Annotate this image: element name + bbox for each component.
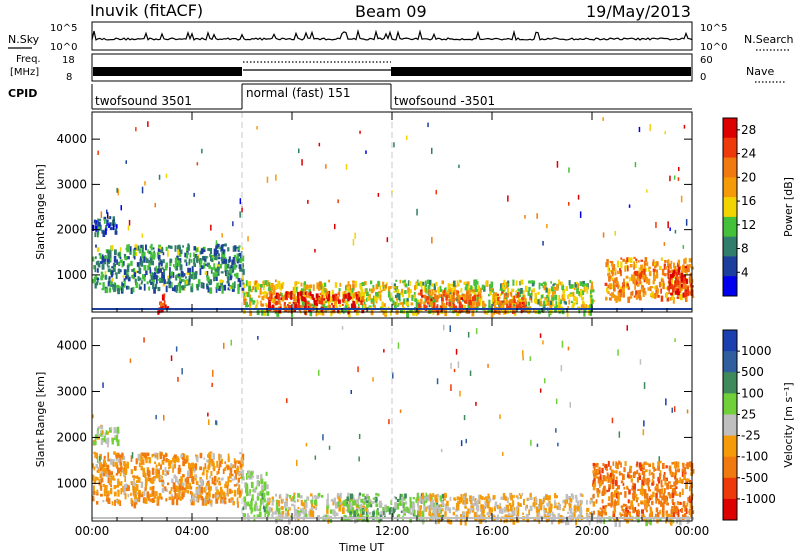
power-colorbar-frame (722, 117, 738, 297)
nsky-tick-top: 10^5 (50, 23, 77, 34)
nsky-trace (91, 28, 693, 42)
xtick-label-4: 16:00 (475, 524, 510, 538)
velocity-region-0 (92, 424, 120, 448)
velocity-colorbar-cell-0 (723, 330, 737, 352)
power-region-1 (92, 243, 245, 295)
nsky-strip-frame (91, 21, 693, 51)
cpid-label: CPID (8, 87, 37, 100)
freq-tick-bottom: 8 (66, 72, 72, 83)
station-title: Inuvik (fitACF) (90, 1, 203, 20)
power-colorbar-cell-3 (723, 177, 737, 198)
velocity-panel: 1000 2000 3000 4000 00:00 04:00 08:00 12:00 16:0… (34, 317, 710, 538)
cpid-segment-1: twofsound 3501 (95, 94, 192, 108)
xtick-label-6: 00:00 (675, 524, 710, 538)
date-title: 19/May/2013 (586, 2, 691, 21)
nsearch-label: N.Search (744, 33, 794, 46)
power-cbtick-label-3: 16 (741, 194, 756, 208)
power-ytick-label-1: 2000 (56, 223, 87, 237)
power-cbtick-label-0: 4 (741, 265, 749, 279)
power-colorbar-cell-5 (723, 216, 737, 238)
velocity-region-1 (92, 451, 245, 509)
velocity-colorbar-cell-1 (723, 351, 737, 373)
velocity-speckles (92, 324, 689, 466)
freq-tick-top: 18 (62, 55, 75, 66)
freq-trace-seg3 (391, 67, 691, 76)
power-colorbar-cell-2 (723, 157, 737, 178)
power-colorbar-cell-6 (723, 236, 737, 257)
velocity-cbtick-label-1: 500 (741, 365, 764, 379)
nave-label: Nave (746, 65, 774, 78)
power-cbtick-label-6: 28 (741, 123, 756, 137)
velocity-cbtick-label-2: 100 (741, 386, 764, 400)
freq-strip-frame (91, 53, 693, 82)
freq-trace-seg1 (93, 67, 242, 76)
velocity-cbtick-label-7: -1000 (741, 492, 776, 506)
velocity-ytick-label-1: 2000 (56, 430, 87, 444)
velocity-ylabel: Slant Range [km] (34, 372, 47, 468)
power-cbtick-label-1: 8 (741, 242, 749, 256)
power-colorbar-cell-4 (723, 197, 737, 218)
velocity-colorbar-label: Velocity [m s⁻¹] (782, 382, 795, 467)
velocity-cbtick-label-6: -500 (741, 471, 768, 485)
power-colorbar: 4 8 12 16 20 24 28 Power [dB] (722, 117, 795, 297)
power-speckles (96, 117, 688, 253)
velocity-colorbar: 1000 500 100 25 -25 -100 -500 -1000 Velocity [m … (722, 329, 795, 521)
xtick-label-0: 00:00 (75, 524, 110, 538)
cpid-segment-3: twofsound -3501 (394, 94, 495, 108)
velocity-cbtick-label-5: -100 (741, 450, 768, 464)
freq-label-line1: Freq. (16, 54, 41, 65)
velocity-colorbar-cell-2 (723, 372, 737, 394)
velocity-cbtick-label-0: 1000 (741, 344, 772, 358)
power-panel: 1000 2000 3000 4000 Slant Range [km] (34, 111, 695, 318)
nsearch-tick-bottom: 10^0 (700, 42, 727, 53)
power-colorbar-label: Power [dB] (782, 177, 795, 237)
power-colorbar-cell-0 (723, 118, 737, 139)
beam-title: Beam 09 (355, 2, 427, 21)
power-region-4 (267, 290, 365, 316)
xtick-label-5: 20:00 (575, 524, 610, 538)
velocity-cbtick-label-3: 25 (741, 407, 756, 421)
cpid-segment-2: normal (fast) 151 (246, 86, 350, 100)
freq-label-line2: [MHz] (10, 67, 39, 78)
velocity-ytick-label-3: 4000 (56, 339, 87, 353)
velocity-colorbar-frame (722, 329, 738, 521)
nsky-label: N.Sky (8, 33, 40, 46)
velocity-cbtick-label-4: -25 (741, 429, 761, 443)
power-cbtick-label-4: 20 (741, 170, 756, 184)
xtick-label-3: 12:00 (375, 524, 410, 538)
xtick-label-1: 04:00 (175, 524, 210, 538)
power-colorbar-cell-7 (723, 256, 737, 277)
power-ylabel: Slant Range [km] (34, 164, 47, 260)
xtick-label-2: 08:00 (275, 524, 310, 538)
nsearch-tick-top: 10^5 (700, 23, 727, 34)
velocity-ytick-label-2: 3000 (56, 384, 87, 398)
power-cbtick-label-5: 24 (741, 147, 756, 161)
power-ytick-label-3: 4000 (56, 132, 87, 146)
power-ytick-label-0: 1000 (56, 268, 87, 282)
velocity-region-2 (242, 469, 270, 522)
power-colorbar-cell-1 (723, 137, 737, 159)
nsky-tick-bottom: 10^0 (50, 42, 77, 53)
power-region-7 (493, 291, 532, 315)
velocity-colorbar-cell-7 (723, 477, 737, 500)
velocity-colorbar-cell-5 (723, 435, 737, 458)
nave-tick-bottom: 0 (700, 72, 706, 83)
nave-tick-top: 60 (700, 55, 713, 66)
x-axis-title: Time UT (338, 541, 384, 554)
power-colorbar-cell-8 (723, 276, 737, 297)
velocity-ytick-label-0: 1000 (56, 476, 87, 490)
velocity-colorbar-cell-8 (723, 498, 737, 521)
velocity-colorbar-cell-6 (723, 456, 737, 479)
velocity-colorbar-cell-3 (723, 393, 737, 415)
velocity-colorbar-cell-4 (723, 414, 737, 437)
power-cbtick-label-2: 12 (741, 218, 756, 232)
power-ytick-label-2: 3000 (56, 177, 87, 191)
